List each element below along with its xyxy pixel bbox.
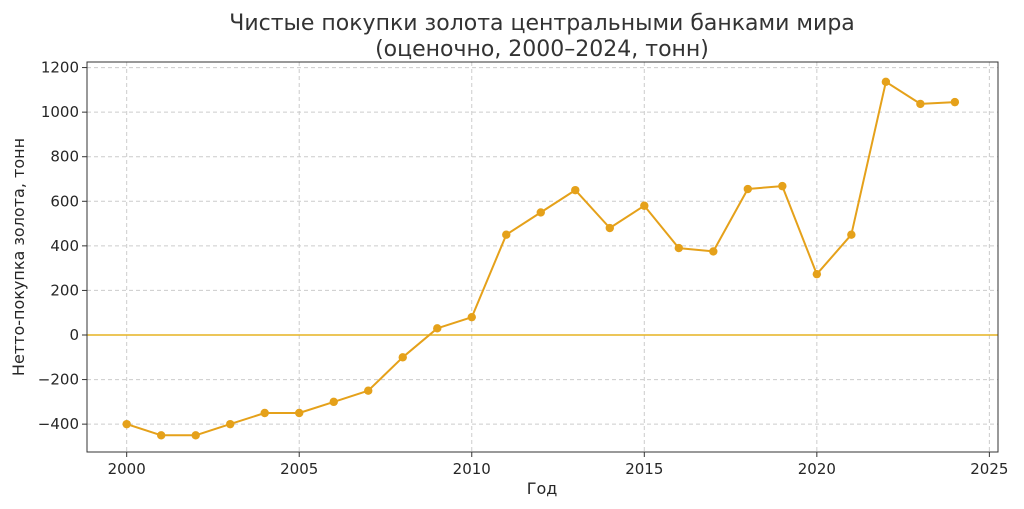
y-tick-label: −400 [38,415,79,433]
data-point [398,353,407,362]
data-point [950,97,960,107]
data-point [605,223,614,233]
data-point [674,243,684,253]
data-point [260,408,269,418]
data-point [295,408,304,418]
x-tick-label: 2020 [798,460,836,478]
x-tick-label: 2025 [970,460,1008,478]
data-point [881,77,891,87]
series [122,77,960,440]
data-point [226,419,235,429]
y-tick-label: −200 [38,371,79,389]
plot-frame [86,61,999,453]
y-tick-label: 800 [50,148,79,166]
grid [87,62,998,452]
data-point [191,431,200,440]
data-point [709,247,718,256]
y-tick-label: 600 [50,192,79,210]
data-point [329,397,338,407]
chart-title-line-2: (оценочно, 2000–2024, тонн) [375,37,709,62]
y-tick-label: 200 [50,281,79,299]
data-point [502,230,511,239]
y-axis-label: Нетто-покупка золота, тонн [9,138,28,376]
x-tick-label: 2005 [280,460,318,478]
series-line [126,80,955,437]
x-tick-label: 2010 [453,460,491,478]
y-axis-ticks: −400 −200 0 200 400 600 800 1000 1200 [38,59,87,433]
chart-title-line-1: Чистые покупки золота центральными банка… [229,11,855,36]
x-axis-label: Год [527,479,558,498]
data-point [156,431,166,440]
data-point [916,99,925,109]
y-tick-label: 0 [69,326,79,344]
data-point [640,201,649,210]
data-point [743,184,753,194]
data-point [812,269,822,279]
x-tick-label: 2015 [625,460,663,478]
data-point [571,185,580,195]
x-axis-ticks: 2000 2005 2010 2015 2020 2025 [108,452,1008,478]
data-point [778,181,787,191]
data-point [536,208,545,217]
data-point [364,386,373,395]
y-tick-label: 1200 [41,59,79,77]
y-tick-label: 1000 [41,103,79,121]
data-point [122,419,131,429]
y-tick-label: 400 [50,237,79,255]
data-point [467,312,476,322]
x-tick-label: 2000 [108,460,146,478]
data-point [433,324,442,333]
data-point [847,230,856,239]
